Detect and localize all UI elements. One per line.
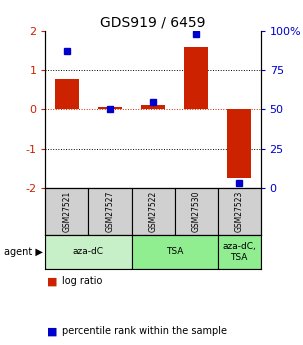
Text: log ratio: log ratio <box>62 276 102 286</box>
Title: GDS919 / 6459: GDS919 / 6459 <box>100 16 206 30</box>
Text: GSM27521: GSM27521 <box>62 190 72 232</box>
FancyBboxPatch shape <box>132 235 218 269</box>
Bar <box>184 48 208 109</box>
FancyBboxPatch shape <box>218 188 261 235</box>
Text: aza-dC,
TSA: aza-dC, TSA <box>222 242 256 262</box>
Text: aza-dC: aza-dC <box>73 247 104 256</box>
Text: agent ▶: agent ▶ <box>4 247 42 257</box>
Bar <box>98 107 122 109</box>
Text: GSM27523: GSM27523 <box>235 190 244 232</box>
Text: TSA: TSA <box>166 247 183 256</box>
Text: ■: ■ <box>47 276 58 286</box>
FancyBboxPatch shape <box>132 188 175 235</box>
Bar <box>227 109 251 178</box>
Text: GSM27530: GSM27530 <box>191 190 201 232</box>
Text: ■: ■ <box>47 326 58 336</box>
FancyBboxPatch shape <box>175 188 218 235</box>
Bar <box>141 106 165 109</box>
Text: GSM27522: GSM27522 <box>148 190 158 232</box>
Bar <box>55 79 79 109</box>
FancyBboxPatch shape <box>88 188 132 235</box>
FancyBboxPatch shape <box>218 235 261 269</box>
FancyBboxPatch shape <box>45 188 88 235</box>
Text: percentile rank within the sample: percentile rank within the sample <box>62 326 227 336</box>
FancyBboxPatch shape <box>45 235 132 269</box>
Text: GSM27527: GSM27527 <box>105 190 115 232</box>
